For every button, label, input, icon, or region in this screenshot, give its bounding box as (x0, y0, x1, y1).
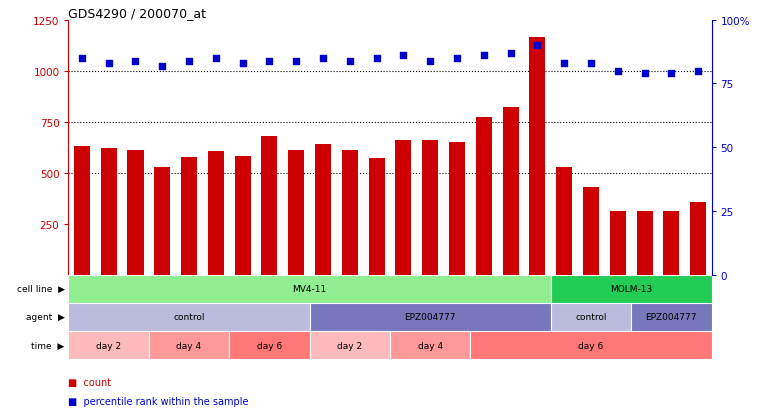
Bar (583, 188, 599, 275)
Bar (68, 331, 149, 359)
Bar (208, 152, 224, 275)
Point (237, 61, 249, 67)
Point (612, 68, 624, 75)
Point (397, 53, 409, 59)
Bar (390, 331, 470, 359)
Point (638, 71, 651, 77)
Bar (610, 212, 626, 275)
Bar (310, 303, 551, 331)
Point (424, 58, 436, 65)
Bar (631, 303, 712, 331)
Bar (551, 303, 631, 331)
Bar (342, 151, 358, 275)
Point (210, 55, 222, 62)
Bar (68, 275, 551, 303)
Bar (74, 147, 90, 275)
Point (665, 71, 677, 77)
Text: GDS4290 / 200070_at: GDS4290 / 200070_at (68, 7, 206, 19)
Text: control: control (174, 313, 205, 322)
Bar (422, 141, 438, 275)
Text: day 6: day 6 (256, 341, 282, 350)
Text: ■  count: ■ count (68, 377, 112, 387)
Point (505, 50, 517, 57)
Text: MV4-11: MV4-11 (292, 285, 326, 294)
Bar (556, 167, 572, 275)
Bar (396, 141, 412, 275)
Bar (288, 151, 304, 275)
Text: day 4: day 4 (177, 341, 202, 350)
Bar (502, 108, 519, 275)
Point (692, 68, 704, 75)
Bar (551, 275, 712, 303)
Point (478, 53, 490, 59)
Text: day 2: day 2 (96, 341, 121, 350)
Point (156, 63, 168, 70)
Bar (470, 331, 712, 359)
Text: time  ▶: time ▶ (31, 341, 65, 350)
Bar (154, 167, 170, 275)
Point (183, 58, 195, 65)
Point (317, 55, 329, 62)
Text: day 2: day 2 (337, 341, 362, 350)
Point (263, 58, 275, 65)
Bar (149, 331, 229, 359)
Point (76, 55, 88, 62)
Point (558, 61, 570, 67)
Bar (476, 117, 492, 275)
Text: day 6: day 6 (578, 341, 603, 350)
Bar (100, 149, 116, 275)
Point (531, 43, 543, 50)
Bar (664, 212, 680, 275)
Point (129, 58, 142, 65)
Bar (530, 38, 546, 275)
Point (290, 58, 302, 65)
Bar (636, 212, 653, 275)
Bar (234, 157, 250, 275)
Bar (68, 303, 310, 331)
Point (585, 61, 597, 67)
Bar (229, 331, 310, 359)
Text: cell line  ▶: cell line ▶ (17, 285, 65, 294)
Point (103, 61, 115, 67)
Text: ■  percentile rank within the sample: ■ percentile rank within the sample (68, 396, 249, 406)
Text: agent  ▶: agent ▶ (26, 313, 65, 322)
Bar (262, 137, 278, 275)
Text: MOLM-13: MOLM-13 (610, 285, 652, 294)
Point (451, 55, 463, 62)
Bar (315, 145, 331, 275)
Point (344, 58, 356, 65)
Text: EPZ004777: EPZ004777 (645, 313, 697, 322)
Bar (310, 331, 390, 359)
Point (371, 55, 383, 62)
Bar (690, 203, 706, 275)
Bar (127, 151, 144, 275)
Text: EPZ004777: EPZ004777 (404, 313, 456, 322)
Bar (181, 158, 197, 275)
Text: control: control (575, 313, 607, 322)
Bar (449, 143, 465, 275)
Bar (368, 159, 384, 275)
Text: day 4: day 4 (418, 341, 443, 350)
